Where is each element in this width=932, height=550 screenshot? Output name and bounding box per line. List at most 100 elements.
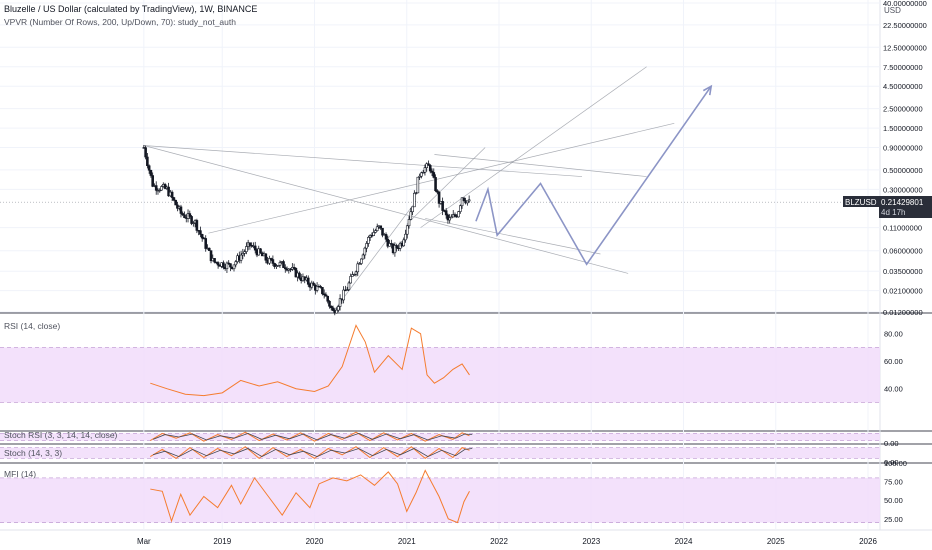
x-tick-label: 2023 <box>582 537 600 546</box>
countdown-label: 4d 17h <box>881 208 905 217</box>
trendline <box>434 154 647 177</box>
pane-tick-label: 60.00 <box>884 357 903 366</box>
y-tick-label: 7.50000000 <box>883 63 923 72</box>
candle-body <box>409 211 413 220</box>
candle-body <box>315 286 319 291</box>
candle-body <box>414 192 418 194</box>
oscillator-band <box>0 433 880 441</box>
y-tick-label: 0.11000000 <box>883 224 922 233</box>
candle-body <box>190 216 193 224</box>
pane-tick-label: 100.00 <box>884 459 907 468</box>
oscillator-line <box>150 469 470 524</box>
candle-body <box>352 273 356 276</box>
candle-body <box>151 175 154 187</box>
pane-tick-label: 75.00 <box>884 478 903 487</box>
candle-body <box>402 239 406 247</box>
candle-body <box>393 245 397 254</box>
candle-body <box>418 175 421 178</box>
candle-body <box>453 214 457 217</box>
candle-body <box>259 248 262 254</box>
y-tick-label: 0.02100000 <box>883 287 923 296</box>
candle-body <box>324 294 328 297</box>
candle-body <box>375 226 379 231</box>
candle-body <box>416 176 420 194</box>
candle-body <box>294 268 298 278</box>
candle-body <box>434 177 437 192</box>
projection-path <box>475 85 712 266</box>
candle-body <box>195 220 199 231</box>
candle-body <box>243 251 246 254</box>
candle-body <box>204 238 208 249</box>
trendline <box>425 218 601 255</box>
signal-line <box>152 448 473 458</box>
candle-body <box>358 263 361 265</box>
y-tick-label: 0.01200000 <box>883 308 923 317</box>
candle-body <box>199 230 202 235</box>
y-tick-label: 1.50000000 <box>883 124 923 133</box>
last-price-badge[interactable]: BLZUSD 0.21429801 4d 17h <box>843 196 932 218</box>
candle-body <box>188 213 192 217</box>
candle-body <box>404 233 407 241</box>
pane-tick-label: 40.00 <box>884 385 903 394</box>
x-tick-label: 2020 <box>306 537 324 546</box>
candle-body <box>359 258 363 264</box>
candle-body <box>292 267 296 269</box>
x-tick-label: Mar <box>137 537 151 546</box>
currency-label: USD <box>884 6 901 15</box>
stoch-pane-title: Stoch (14, 3, 3) <box>4 448 62 458</box>
candle-body <box>337 306 340 311</box>
candle-body <box>207 247 211 251</box>
candle-body <box>407 219 411 227</box>
candle-body <box>329 305 333 309</box>
candle-body <box>459 205 462 212</box>
candle-body <box>225 262 229 270</box>
y-tick-label: 40.00000000 <box>883 0 927 8</box>
candle-body <box>183 214 186 218</box>
candle-body <box>271 259 275 264</box>
candle-body <box>232 264 236 270</box>
candle-body <box>446 214 450 221</box>
candle-body <box>163 184 167 189</box>
candle-body <box>395 245 398 249</box>
y-tick-label: 0.06000000 <box>883 247 923 256</box>
trendline <box>332 200 417 313</box>
candle-body <box>427 163 430 166</box>
candle-body <box>457 211 460 218</box>
candle-body <box>241 253 245 256</box>
y-tick-label: 2.50000000 <box>883 105 923 114</box>
y-tick-label: 0.50000000 <box>883 166 923 175</box>
candle-body <box>466 200 469 204</box>
candle-body <box>379 225 383 229</box>
trendline <box>420 66 647 228</box>
candle-body <box>312 282 315 286</box>
y-tick-label: 22.50000000 <box>883 21 927 30</box>
candle-body <box>441 201 444 211</box>
trendline <box>143 145 629 274</box>
stoch-rsi-pane-title: Stoch RSI (3, 3, 14, 14, close) <box>4 430 118 440</box>
candle-body <box>462 197 466 201</box>
candle-body <box>298 272 301 279</box>
candle-body <box>363 247 367 256</box>
candle-body <box>200 234 204 239</box>
candle-body <box>276 265 280 267</box>
candle-body <box>388 243 391 247</box>
candle-body <box>192 222 195 225</box>
candle-body <box>448 217 451 221</box>
candle-body <box>248 242 252 246</box>
rsi-pane-title: RSI (14, close) <box>4 321 60 331</box>
candle-body <box>386 238 390 247</box>
candle-body <box>234 261 238 266</box>
oscillator-band <box>0 347 880 403</box>
projection-arrowhead <box>702 84 713 96</box>
candle-body <box>390 243 393 245</box>
candle-body <box>154 185 158 191</box>
candle-body <box>351 274 354 277</box>
candle-body <box>349 276 352 284</box>
y-tick-label: 4.50000000 <box>883 82 923 91</box>
pane-tick-label: 50.00 <box>884 496 903 505</box>
candle-body <box>282 261 285 268</box>
candle-body <box>144 147 147 158</box>
candle-body <box>384 234 388 240</box>
candle-body <box>181 213 185 216</box>
